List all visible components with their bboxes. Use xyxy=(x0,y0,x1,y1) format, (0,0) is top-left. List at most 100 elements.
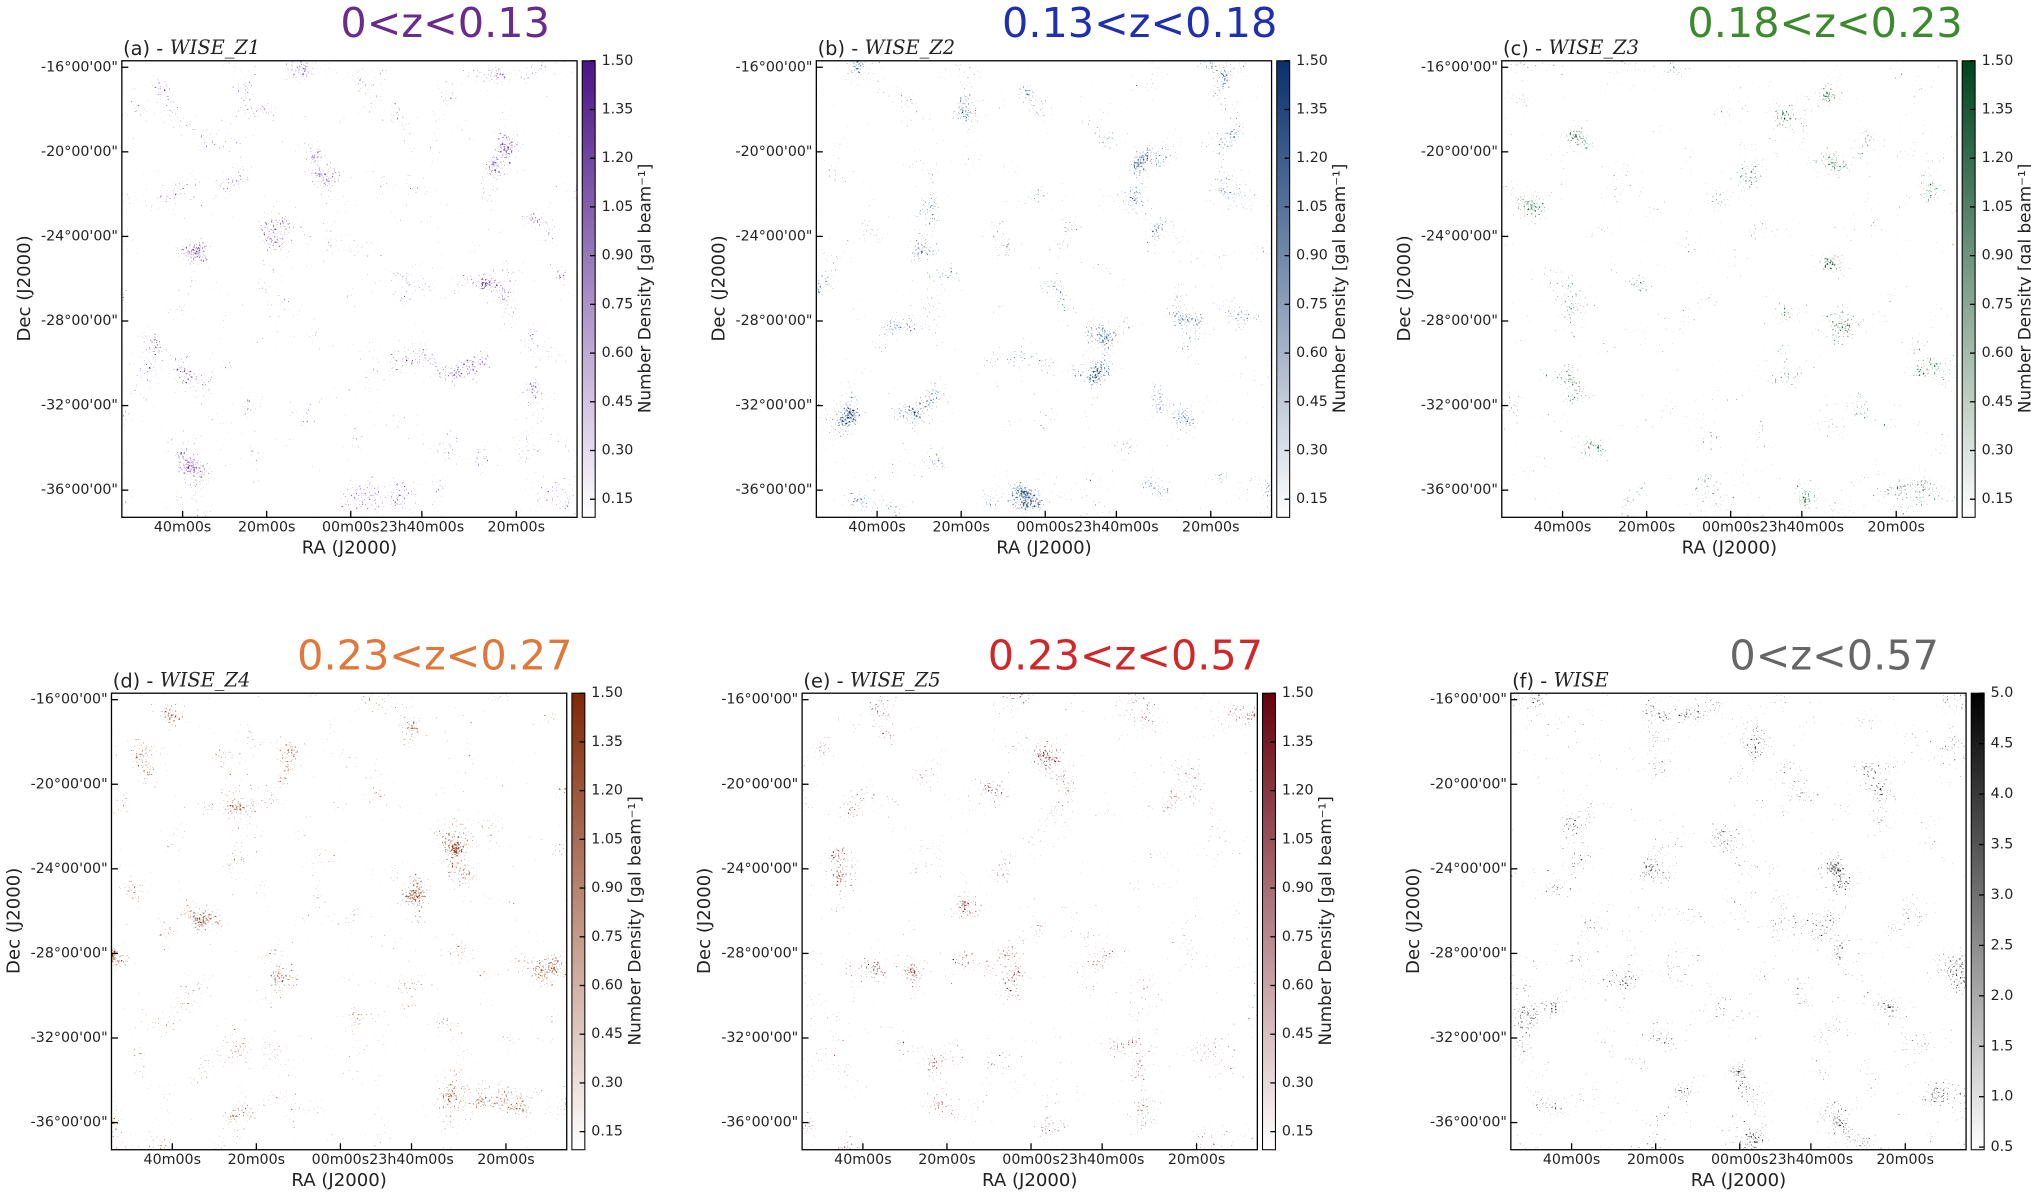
y-tick-label: -32°00'00" xyxy=(735,398,812,414)
panel-label: (d) - WISE_Z4 xyxy=(113,669,251,693)
colorbar-tick-label: 1.35 xyxy=(1282,734,1314,750)
y-tick-label: -36°00'00" xyxy=(31,1115,108,1131)
y-tick-label: -20°00'00" xyxy=(41,144,118,160)
y-axis-label: Dec (J2000) xyxy=(694,868,715,974)
panel-catalog: WISE_Z2 xyxy=(865,36,955,59)
y-axis-label: Dec (J2000) xyxy=(14,235,35,341)
colorbar-tick-label: 0.45 xyxy=(591,1026,623,1042)
x-tick-label: 20m00s xyxy=(1168,1152,1225,1168)
colorbar-tick-label: 1.50 xyxy=(1296,53,1328,69)
colorbar-tick-label: 0.15 xyxy=(1296,491,1328,507)
colorbar-tick-label: 1.05 xyxy=(1282,831,1314,847)
y-tick-label: -20°00'00" xyxy=(1430,776,1507,792)
colorbar-tick-label: 0.30 xyxy=(1282,1075,1314,1091)
colorbar-tick-label: 1.50 xyxy=(1282,685,1314,701)
y-tick-label: -28°00'00" xyxy=(1430,945,1507,961)
y-tick-label: -20°00'00" xyxy=(735,144,812,160)
colorbar-tick-label: 3.5 xyxy=(1991,837,2014,853)
panel-tag: (c) - xyxy=(1503,37,1542,60)
x-tick-label: 40m00s xyxy=(1534,520,1591,536)
panel-title: 0<z<0.57 xyxy=(1729,631,1939,679)
panel: 0.13<z<0.18 (b) - WISE_Z2 -16°00'00" -20°00'… xyxy=(708,0,1349,558)
colorbar-tick-label: 1.05 xyxy=(1296,199,1328,215)
panel-catalog: WISE_Z3 xyxy=(1548,36,1638,59)
x-axis-label: RA (J2000) xyxy=(1682,537,1777,558)
colorbar-tick-label: 1.05 xyxy=(591,831,623,847)
y-tick-label: -32°00'00" xyxy=(721,1030,798,1046)
panel-label: (a) - WISE_Z1 xyxy=(123,36,260,60)
x-tick-label: 20m00s xyxy=(238,520,295,536)
colorbar-tick-label: 1.05 xyxy=(1982,199,2014,215)
x-tick-label: 40m00s xyxy=(144,1152,201,1168)
x-tick-label: 00m00s xyxy=(312,1152,369,1168)
y-tick-label: -16°00'00" xyxy=(31,692,108,708)
y-tick-label: -32°00'00" xyxy=(1421,398,1498,414)
x-tick-label: 20m00s xyxy=(1627,1152,1684,1168)
panel-catalog: WISE_Z1 xyxy=(170,36,260,59)
colorbar xyxy=(1276,60,1291,518)
colorbar-tick-label: 0.45 xyxy=(1982,394,2014,410)
colorbar-tick-label: 0.90 xyxy=(1282,880,1314,896)
colorbar-tick-label: 1.35 xyxy=(591,734,623,750)
x-tick-label: 00m00s xyxy=(1002,1152,1059,1168)
colorbar-tick-label: 0.15 xyxy=(1282,1124,1314,1140)
colorbar-tick-label: 0.60 xyxy=(1282,977,1314,993)
y-axis-label: Dec (J2000) xyxy=(3,868,24,974)
y-tick-label: -16°00'00" xyxy=(735,59,812,75)
colorbar-tick-label: 0.75 xyxy=(591,929,623,945)
y-tick-label: -24°00'00" xyxy=(31,861,108,877)
panel: 0<z<0.57 (f) - WISE -16°00'00" -20°00'00" -24… xyxy=(1403,631,2013,1190)
x-axis-label: RA (J2000) xyxy=(302,537,397,558)
colorbar-label: Number Density [gal beam⁻¹] xyxy=(1329,164,1349,413)
colorbar-tick-label: 3.0 xyxy=(1991,887,2014,903)
y-tick-label: -36°00'00" xyxy=(1430,1115,1507,1131)
x-tick-label: 40m00s xyxy=(848,520,905,536)
density-map xyxy=(121,60,578,518)
y-tick-label: -36°00'00" xyxy=(721,1115,798,1131)
panel-tag: (e) - xyxy=(803,669,843,692)
x-axis-label: RA (J2000) xyxy=(996,537,1091,558)
x-tick-label: 40m00s xyxy=(834,1152,891,1168)
colorbar-tick-label: 0.60 xyxy=(591,977,623,993)
panel-catalog: WISE_Z4 xyxy=(160,669,250,692)
colorbar xyxy=(1970,692,1985,1151)
panel-title: 0.23<z<0.27 xyxy=(297,631,572,679)
colorbar-tick-label: 1.0 xyxy=(1991,1089,2014,1105)
x-tick-label: 23h40m00s xyxy=(1760,520,1845,536)
y-tick-label: -32°00'00" xyxy=(1430,1030,1507,1046)
colorbar-tick-label: 2.0 xyxy=(1991,988,2014,1004)
x-tick-label: 00m00s xyxy=(1711,1152,1768,1168)
x-tick-label: 00m00s xyxy=(322,520,379,536)
colorbar-tick-label: 1.50 xyxy=(1982,53,2014,69)
x-tick-label: 20m00s xyxy=(1868,520,1925,536)
colorbar-tick-label: 0.75 xyxy=(1982,296,2014,312)
y-tick-label: -36°00'00" xyxy=(735,482,812,498)
colorbar-tick-label: 5.0 xyxy=(1991,685,2014,701)
colorbar xyxy=(571,692,586,1151)
colorbar-label: Number Density [gal beam⁻¹] xyxy=(635,164,655,413)
density-map xyxy=(1501,60,1958,518)
panel: 0.18<z<0.23 (c) - WISE_Z3 -16°00'00" -20°00'… xyxy=(1394,0,2031,558)
x-tick-label: 20m00s xyxy=(228,1152,285,1168)
x-tick-label: 23h40m00s xyxy=(369,1152,454,1168)
x-tick-label: 23h40m00s xyxy=(1074,520,1159,536)
y-tick-label: -20°00'00" xyxy=(721,776,798,792)
colorbar-tick-label: 0.45 xyxy=(1282,1026,1314,1042)
panel-tag: (b) - xyxy=(818,37,859,60)
panel-tag: (f) - xyxy=(1512,669,1547,692)
colorbar xyxy=(1262,692,1276,1151)
y-tick-label: -16°00'00" xyxy=(1421,59,1498,75)
map-frame xyxy=(801,692,1258,1151)
colorbar-label: Number Density [gal beam⁻¹] xyxy=(624,796,644,1045)
y-tick-label: -36°00'00" xyxy=(1421,482,1498,498)
colorbar-tick-label: 1.20 xyxy=(1282,783,1314,799)
y-tick-label: -36°00'00" xyxy=(41,482,118,498)
colorbar-tick-label: 4.5 xyxy=(1991,736,2014,752)
y-tick-label: -32°00'00" xyxy=(31,1030,108,1046)
y-tick-label: -24°00'00" xyxy=(735,228,812,244)
y-axis-label: Dec (J2000) xyxy=(708,235,729,341)
colorbar-tick-label: 1.35 xyxy=(602,101,634,117)
map-frame xyxy=(1501,60,1958,518)
x-tick-label: 00m00s xyxy=(1702,520,1759,536)
x-tick-label: 40m00s xyxy=(1543,1152,1600,1168)
